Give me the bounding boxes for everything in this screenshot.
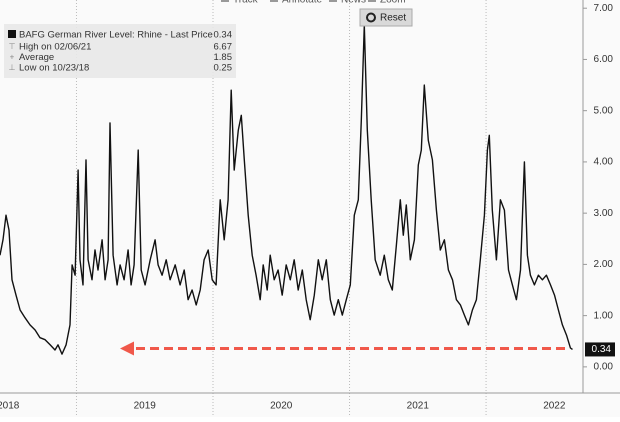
y-tick-label: 7.00 (594, 3, 614, 14)
x-tick-label: 2019 (134, 401, 157, 412)
legend-value: 0.34 (214, 30, 233, 41)
y-tick-label: 4.00 (594, 157, 614, 168)
toolbar-icon (368, 0, 376, 2)
legend-name: BAFG German River Level: Rhine - Last Pr… (19, 30, 213, 41)
toolbar-icon (329, 0, 337, 2)
last-price-label: 0.34 (592, 344, 612, 355)
y-tick-label: 2.00 (594, 259, 614, 270)
legend-icon: ⊤ (9, 42, 16, 51)
y-tick-label: 3.00 (594, 208, 614, 219)
toolbar-icon (270, 0, 278, 2)
legend-box (4, 24, 236, 78)
x-tick-label: 2022 (543, 401, 566, 412)
arrow-head (120, 341, 134, 356)
x-tick-label: 2020 (270, 401, 293, 412)
toolbar-item[interactable]: Track (233, 0, 259, 6)
legend-icon: + (10, 53, 15, 62)
legend-swatch (8, 30, 16, 38)
legend-stat-value: 6.67 (214, 42, 233, 53)
legend-stat-label: Average (19, 52, 54, 63)
last-price-tag (585, 342, 615, 357)
toolbar-item[interactable]: Zoom (380, 0, 406, 6)
legend-stat-value: 0.25 (214, 63, 233, 74)
toolbar-item[interactable]: News (341, 0, 366, 6)
y-tick-label: 6.00 (594, 54, 614, 65)
legend-stat-label: Low on 10/23/18 (19, 63, 89, 74)
y-tick-label: 5.00 (594, 105, 614, 116)
legend-icon: ⊥ (9, 63, 16, 72)
x-tick-label: 2018 (0, 401, 20, 412)
reset-label[interactable]: Reset (380, 13, 406, 24)
legend-stat-value: 1.85 (214, 52, 233, 63)
y-tick-label: 0.00 (594, 362, 614, 373)
x-tick-label: 2021 (407, 401, 430, 412)
data-line (0, 24, 573, 355)
y-tick-label: 1.00 (594, 310, 614, 321)
toolbar-icon (221, 0, 229, 2)
reset-icon (366, 12, 376, 23)
legend-stat-label: High on 02/06/21 (19, 42, 91, 53)
toolbar-item[interactable]: Annotate (282, 0, 322, 6)
